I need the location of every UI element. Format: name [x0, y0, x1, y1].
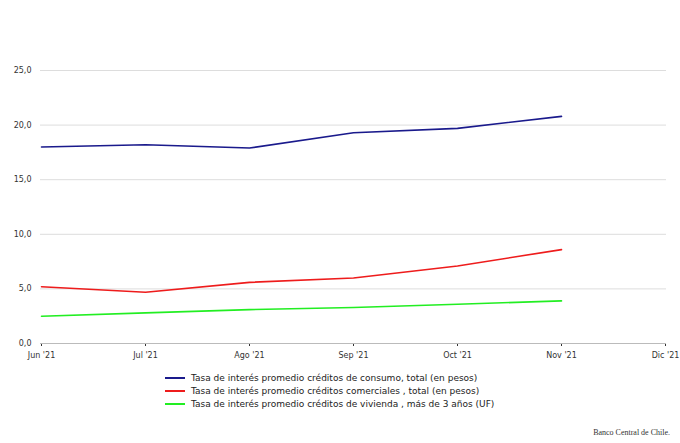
svg-text:Jun '21: Jun '21	[27, 351, 55, 360]
svg-text:20,0: 20,0	[14, 121, 32, 130]
svg-text:25,0: 25,0	[14, 66, 32, 75]
svg-text:15,0: 15,0	[14, 175, 32, 184]
html-text:Tasa de interés promedio crédi: Tasa de interés promedio créditos comerc…	[191, 385, 480, 396]
svg-text:5,0: 5,0	[19, 284, 32, 293]
svg-text:Jul '21: Jul '21	[132, 351, 158, 360]
svg-text:Dic '21: Dic '21	[652, 351, 680, 360]
svg-text:10,0: 10,0	[14, 230, 32, 239]
svg-text:Ago '21: Ago '21	[234, 351, 264, 360]
svg-text:Nov '21: Nov '21	[546, 351, 577, 360]
svg-text:Oct '21: Oct '21	[443, 351, 472, 360]
svg-text:Sep '21: Sep '21	[339, 351, 369, 360]
html-text:Tasa de interés promedio crédi: Tasa de interés promedio créditos de viv…	[191, 398, 495, 409]
svg-text:0,0: 0,0	[19, 339, 32, 348]
html-text:Banco Central de Chile.: Banco Central de Chile.	[593, 428, 670, 437]
html-text:Tasa de interés promedio crédi: Tasa de interés promedio créditos de con…	[191, 372, 478, 383]
